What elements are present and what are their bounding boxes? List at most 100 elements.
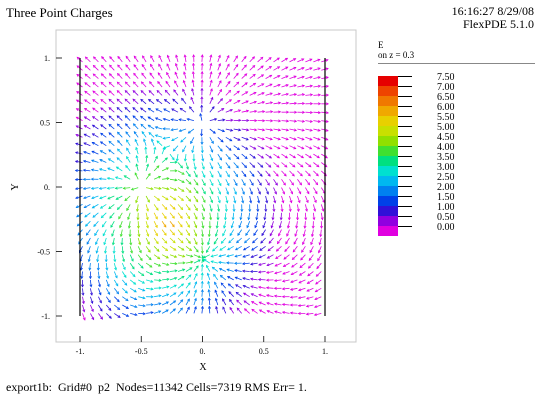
field-arrow [171, 136, 179, 141]
field-arrow-head [243, 173, 247, 178]
field-arrow [297, 145, 304, 150]
field-arrow-head [111, 233, 115, 237]
field-arrow [105, 304, 112, 311]
field-arrow [289, 195, 292, 203]
field-arrow [147, 124, 155, 130]
field-arrow-head [286, 233, 290, 237]
field-arrow-head [251, 308, 255, 312]
field-arrow-head [102, 233, 106, 237]
field-arrow [297, 128, 305, 131]
field-arrow [257, 65, 264, 71]
field-arrow [266, 302, 274, 306]
field-arrow [169, 187, 177, 191]
field-arrow-head [262, 119, 266, 123]
field-arrow [155, 108, 163, 113]
field-arrow [238, 221, 243, 228]
field-arrow [212, 246, 219, 252]
field-arrow-head [238, 118, 242, 122]
field-arrow [297, 136, 305, 140]
field-arrow [299, 271, 306, 276]
field-arrow-head [171, 138, 175, 141]
field-arrow-head [266, 302, 270, 305]
field-arrow-head [144, 146, 148, 150]
field-arrow [243, 285, 250, 289]
field-arrow-head [175, 54, 179, 58]
field-arrow [146, 312, 154, 314]
field-arrow-head [163, 108, 167, 112]
field-arrow [305, 85, 313, 88]
field-arrow-head [82, 177, 86, 181]
field-arrow-head [293, 137, 297, 141]
field-arrow [280, 212, 282, 220]
field-arrow [249, 56, 255, 63]
field-arrow [289, 187, 293, 195]
field-arrow-head [260, 74, 265, 78]
field-arrow-head [109, 64, 113, 68]
field-arrow [313, 136, 321, 141]
field-arrow-head [269, 83, 273, 87]
field-arrow-head [104, 259, 108, 263]
field-arrow-head [325, 119, 329, 123]
field-arrow [233, 162, 239, 169]
field-arrow [246, 221, 251, 228]
field-arrow-head [125, 64, 129, 68]
field-arrow-head [275, 256, 279, 259]
field-arrow-head [86, 241, 90, 245]
field-arrow-head [317, 58, 321, 62]
field-arrow [161, 293, 169, 298]
field-arrow-head [187, 290, 191, 294]
legend-tick [398, 156, 412, 157]
legend-value: 7.00 [437, 82, 455, 93]
field-arrow-head [200, 280, 204, 284]
field-arrow [100, 124, 107, 130]
field-arrow-head [313, 313, 317, 317]
field-arrow [297, 120, 305, 122]
field-arrow-head [92, 214, 96, 218]
field-arrow [121, 279, 128, 286]
field-arrow [84, 65, 91, 71]
field-arrow-head [187, 232, 191, 237]
field-arrow-head [284, 164, 288, 168]
field-arrow-head [228, 99, 232, 103]
field-arrow-head [180, 283, 185, 287]
field-arrow [241, 82, 248, 88]
field-arrow-head [218, 174, 222, 178]
field-arrow-head [164, 206, 168, 211]
field-arrow-head [316, 164, 320, 168]
field-arrow-head [108, 123, 112, 127]
field-arrow-head [115, 166, 119, 170]
field-arrow-head [182, 261, 186, 265]
field-arrow-head [292, 155, 297, 159]
field-arrow [190, 137, 195, 144]
field-arrow [153, 147, 156, 155]
field-arrow [266, 287, 274, 289]
field-arrow [219, 268, 226, 272]
field-arrow-head [301, 146, 305, 150]
field-arrow [209, 88, 213, 96]
field-arrow-head [283, 182, 286, 186]
field-arrow-head [226, 268, 230, 272]
field-arrow-head [149, 72, 153, 76]
field-arrow [163, 118, 171, 121]
field-arrow [273, 66, 280, 71]
field-arrow-head [209, 88, 213, 92]
field-arrow [129, 254, 134, 262]
field-arrow [99, 168, 107, 172]
field-arrow-head [201, 217, 205, 221]
field-arrow [163, 145, 171, 149]
field-arrow-head [114, 267, 118, 271]
field-arrow [257, 111, 265, 113]
field-arrow [236, 237, 242, 243]
field-arrow [76, 204, 83, 208]
y-tick-label: -0.5 [37, 248, 50, 257]
field-arrow-head [132, 90, 136, 94]
field-arrow [130, 304, 138, 308]
field-arrow [233, 153, 240, 160]
field-arrow-head [270, 119, 274, 123]
field-arrow-head [141, 280, 146, 284]
field-arrow-head [200, 263, 204, 267]
field-arrow [221, 290, 227, 297]
field-arrow-head [113, 259, 117, 263]
field-arrow-head [207, 305, 211, 309]
field-arrow-head [201, 166, 205, 170]
